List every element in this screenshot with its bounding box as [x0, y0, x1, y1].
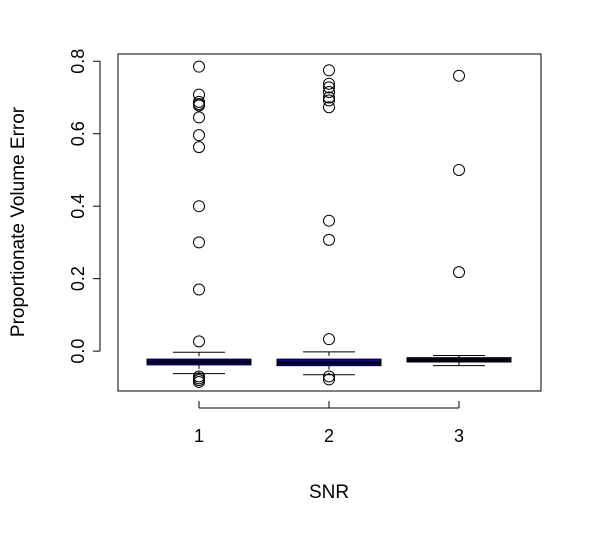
outlier-point — [193, 335, 205, 348]
box-group-3 — [406, 69, 512, 367]
outlier-point — [323, 233, 335, 246]
box-group-1 — [146, 60, 252, 388]
y-tick-label: 0.4 — [68, 194, 88, 219]
outlier-point — [193, 129, 205, 142]
boxes-layer — [146, 60, 512, 388]
outlier-point — [323, 370, 335, 383]
outlier-point — [193, 99, 205, 112]
y-axis-label: Proportionate Volume Error — [8, 106, 29, 337]
outlier-point — [453, 163, 465, 176]
outlier-point — [193, 375, 205, 388]
outlier-point — [193, 236, 205, 249]
outlier-point — [453, 69, 465, 82]
outlier-point — [193, 200, 205, 213]
outlier-point — [323, 77, 335, 90]
outlier-point — [193, 141, 205, 154]
outlier-point — [323, 81, 335, 94]
outlier-point — [323, 214, 335, 227]
x-tick-label: 3 — [454, 426, 464, 446]
outlier-point — [193, 111, 205, 124]
x-tick-label: 2 — [324, 426, 334, 446]
x-tick-label: 1 — [194, 426, 204, 446]
outlier-point — [323, 333, 335, 346]
outlier-point — [453, 266, 465, 279]
outlier-point — [323, 86, 335, 99]
outlier-point — [323, 64, 335, 77]
y-tick-label: 0.6 — [68, 121, 88, 146]
outlier-point — [193, 283, 205, 296]
y-tick-label: 0.2 — [68, 266, 88, 291]
outlier-point — [323, 91, 335, 104]
y-axis: 0.0 0.2 0.4 0.6 0.8 — [68, 49, 101, 364]
x-axis: 1 2 3 — [194, 401, 464, 446]
plot-frame — [117, 53, 542, 392]
outlier-point — [323, 373, 335, 386]
y-tick-label: 0.8 — [68, 49, 88, 74]
y-tick-label: 0.0 — [68, 339, 88, 364]
box-group-2 — [276, 64, 382, 386]
outlier-point — [323, 101, 335, 114]
outlier-point — [193, 60, 205, 73]
outlier-point — [323, 94, 335, 107]
x-axis-label: SNR — [309, 482, 349, 503]
